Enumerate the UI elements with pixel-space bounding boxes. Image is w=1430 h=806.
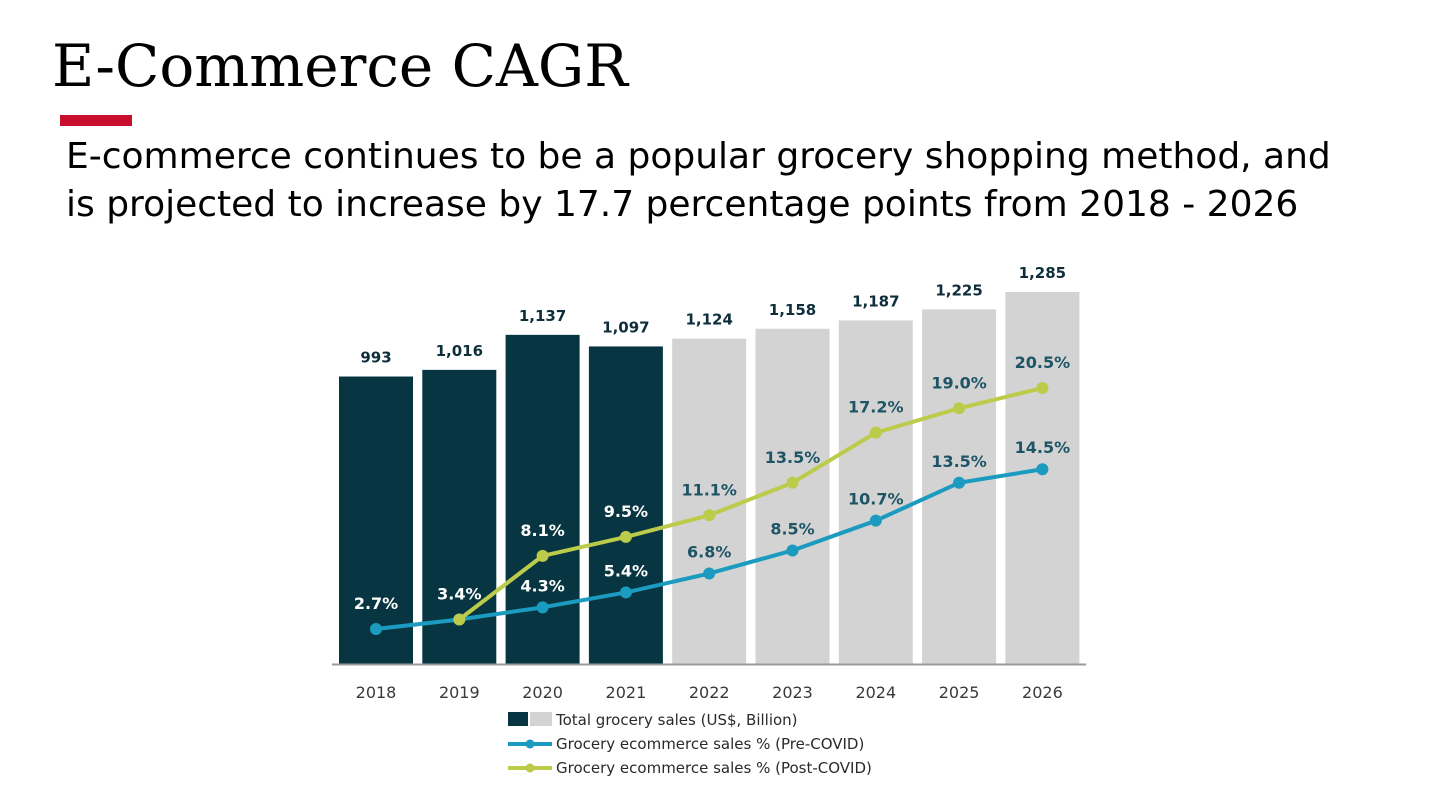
- bar-2026: [1005, 292, 1080, 664]
- pre-covid-label-2023: 8.5%: [770, 519, 814, 538]
- bar-value-label-2018: 993: [360, 349, 391, 367]
- x-tick-labels: 2018 2019 2020 2021 2022 2023 2024 2025 2026: [356, 683, 1063, 702]
- title-accent-bar: [60, 115, 132, 126]
- subtitle-line-2: is projected to increase by 17.7 percent…: [66, 184, 1299, 225]
- pre-covid-label-2026: 14.5%: [1015, 438, 1071, 457]
- bar-value-label-2025: 1,225: [935, 281, 982, 299]
- pre-covid-label-2021: 5.4%: [604, 561, 648, 580]
- pre-covid-point-2025: [953, 476, 966, 489]
- post-covid-point-2020: [536, 549, 549, 562]
- post-covid-label-2023: 13.5%: [765, 448, 821, 467]
- bar-2020: [505, 334, 580, 664]
- post-covid-point-2019: [453, 613, 466, 626]
- post-covid-point-2022: [703, 509, 716, 522]
- grocery-sales-chart: 993 1,016 1,137 1,097 1,124 1,158 1,187 1,225 1,…: [332, 264, 1086, 777]
- legend-label-post-covid: Grocery ecommerce sales % (Post-COVID): [556, 759, 872, 777]
- legend-swatch-actual: [508, 712, 528, 726]
- bar-2021: [588, 346, 663, 664]
- slide-subtitle: E-commerce continues to be a popular gro…: [66, 133, 1406, 229]
- line-series-group: [370, 382, 1049, 635]
- legend-swatch-projected: [530, 712, 552, 726]
- pre-covid-point-2020: [536, 601, 549, 614]
- pre-covid-point-2023: [786, 544, 799, 557]
- chart-legend: Total grocery sales (US$, Billion) Grocer…: [508, 711, 872, 777]
- post-covid-label-2026: 20.5%: [1015, 353, 1071, 372]
- bar-value-label-2022: 1,124: [685, 311, 732, 329]
- bar-value-labels: 993 1,016 1,137 1,097 1,124 1,158 1,187 1,225 1,…: [360, 264, 1066, 367]
- subtitle-line-1: E-commerce continues to be a popular gro…: [66, 136, 1331, 177]
- bar-value-label-2021: 1,097: [602, 318, 649, 336]
- bar-value-label-2026: 1,285: [1019, 264, 1066, 282]
- legend-label-pre-covid: Grocery ecommerce sales % (Pre-COVID): [556, 735, 864, 753]
- legend-marker-pre-covid: [525, 739, 535, 749]
- line-point-labels: 2.7% 3.4% 4.3% 5.4% 6.8% 8.5% 10.7% 13.5% 14.5% 8…: [354, 353, 1070, 613]
- bar-2022: [672, 338, 747, 664]
- x-tick-label-2025: 2025: [939, 683, 980, 702]
- post-covid-point-2023: [786, 476, 799, 489]
- bar-2024: [838, 320, 913, 664]
- x-tick-label-2020: 2020: [522, 683, 563, 702]
- bar-value-label-2020: 1,137: [519, 307, 566, 325]
- bar-value-label-2024: 1,187: [852, 292, 899, 310]
- pre-covid-label-2024: 10.7%: [848, 490, 904, 509]
- x-tick-label-2022: 2022: [689, 683, 730, 702]
- bar-value-label-2019: 1,016: [436, 342, 483, 360]
- post-covid-point-2024: [869, 426, 882, 439]
- x-tick-label-2024: 2024: [855, 683, 896, 702]
- bar-2018: [339, 376, 413, 664]
- pre-covid-label-2020: 4.3%: [520, 576, 564, 595]
- pre-covid-point-2026: [1036, 463, 1049, 476]
- pre-covid-point-2018: [370, 623, 382, 635]
- post-covid-label-2025: 19.0%: [931, 373, 987, 392]
- slide-title: E-Commerce CAGR: [52, 32, 628, 100]
- post-covid-label-2022: 11.1%: [681, 480, 737, 499]
- post-covid-point-2021: [619, 530, 632, 543]
- post-covid-point-2026: [1036, 382, 1049, 394]
- post-covid-label-2021: 9.5%: [604, 502, 648, 521]
- bar-group: [339, 292, 1080, 664]
- pre-covid-point-2021: [619, 586, 632, 599]
- legend-marker-post-covid: [525, 763, 535, 773]
- pre-covid-label-2018: 2.7%: [354, 594, 398, 613]
- x-tick-label-2026: 2026: [1022, 683, 1063, 702]
- pre-covid-point-2024: [869, 514, 882, 527]
- post-covid-label-2020: 8.1%: [520, 521, 564, 540]
- legend-label-total-sales: Total grocery sales (US$, Billion): [555, 711, 798, 729]
- post-covid-label-2024: 17.2%: [848, 398, 904, 417]
- pre-covid-label-2022: 6.8%: [687, 542, 731, 561]
- pre-covid-point-2022: [703, 567, 716, 580]
- x-tick-label-2021: 2021: [606, 683, 647, 702]
- x-tick-label-2019: 2019: [439, 683, 480, 702]
- pre-covid-label-2025: 13.5%: [931, 452, 987, 471]
- x-tick-label-2023: 2023: [772, 683, 813, 702]
- pre-covid-label-2019: 3.4%: [437, 585, 481, 604]
- x-tick-label-2018: 2018: [356, 683, 397, 702]
- post-covid-point-2025: [953, 402, 966, 415]
- bar-2023: [755, 328, 830, 664]
- bar-value-label-2023: 1,158: [769, 301, 816, 319]
- post-covid-line: [458, 386, 1043, 622]
